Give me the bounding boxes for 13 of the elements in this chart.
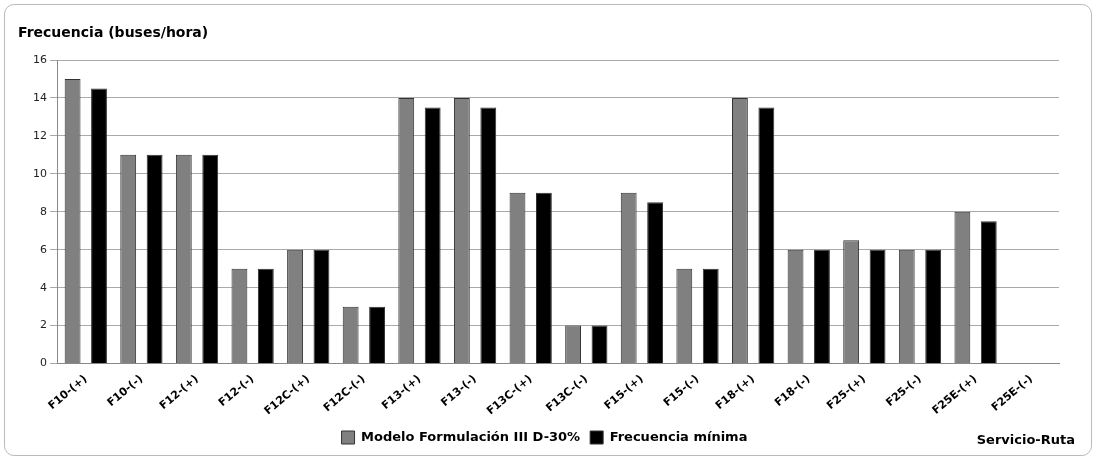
y-tick-label: 2 (40, 318, 47, 332)
y-axis-title: Frecuencia (buses/hora) (18, 24, 209, 40)
x-axis-title: Servicio-Ruta (976, 432, 1075, 447)
y-tick-label: 16 (33, 52, 47, 66)
y-tick-label: 12 (33, 128, 47, 142)
y-tick-label: 14 (33, 90, 47, 104)
y-tick-label: 6 (40, 242, 47, 256)
y-tick-label: 0 (40, 356, 47, 370)
y-tick-label: 10 (33, 166, 47, 180)
legend-label: Modelo Formulación III D-30% (361, 428, 581, 444)
y-tick-label: 4 (40, 280, 47, 294)
y-tick-label: 8 (40, 204, 47, 218)
legend-label: Frecuencia mínima (609, 428, 748, 444)
